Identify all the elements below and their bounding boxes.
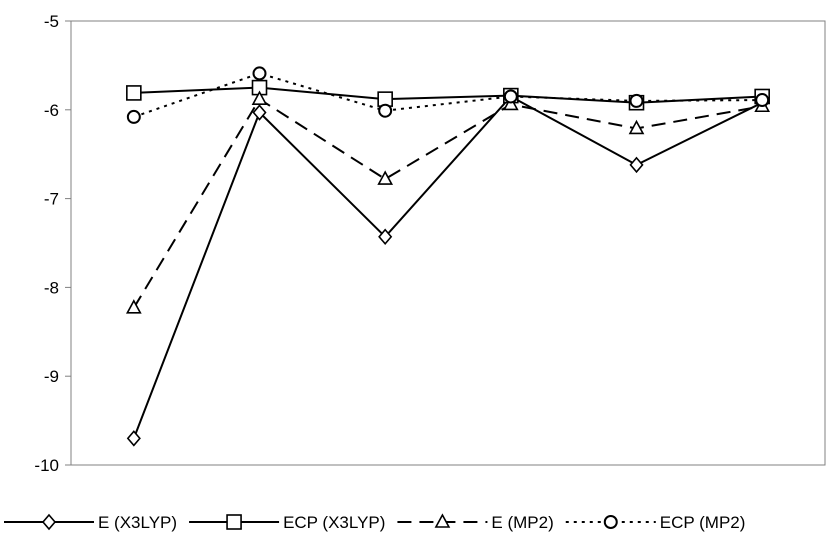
- series-line: [133, 86, 763, 104]
- series-circle: [126, 66, 770, 124]
- y-tick-label: -5: [44, 12, 59, 31]
- y-tick-label: -9: [44, 367, 59, 386]
- legend-marker-diamond-icon: [41, 513, 57, 531]
- data-point-diamond: [629, 156, 644, 174]
- legend-label: ECP (X3LYP): [283, 513, 385, 532]
- data-point-circle: [503, 89, 518, 104]
- series-layer: [125, 66, 771, 447]
- plot-border: [70, 20, 826, 466]
- legend-marker-triangle-icon: [434, 513, 451, 528]
- legend-item-diamond: E (X3LYP): [4, 513, 177, 532]
- y-tick-label: -8: [44, 278, 59, 297]
- legend-item-triangle: E (MP2): [397, 513, 554, 532]
- data-point-diamond: [252, 104, 267, 121]
- legend-marker-square-icon: [226, 514, 242, 530]
- y-tick-label: -7: [44, 190, 59, 209]
- data-point-circle: [252, 66, 267, 81]
- legend-item-square: ECP (X3LYP): [189, 513, 385, 532]
- data-point-circle: [378, 103, 393, 118]
- legend-item-circle: ECP (MP2): [565, 513, 746, 532]
- series-line: [133, 72, 763, 118]
- legend: E (X3LYP) ECP (X3LYP) E (MP2) ECP (MP2): [4, 513, 745, 532]
- series-square: [126, 79, 770, 111]
- data-point-triangle: [125, 299, 142, 314]
- legend-marker-circle-icon: [603, 515, 618, 529]
- data-point-circle: [629, 93, 644, 108]
- data-point-circle: [755, 93, 770, 108]
- data-point-triangle: [628, 119, 645, 135]
- series-line: [132, 95, 763, 439]
- legend-label: E (X3LYP): [98, 513, 177, 532]
- series-line: [132, 97, 763, 309]
- data-point-circle: [126, 109, 141, 124]
- data-point-diamond: [378, 228, 393, 246]
- y-tick-label: -10: [34, 456, 59, 475]
- series-triangle: [125, 90, 771, 314]
- legend-label: E (MP2): [491, 513, 553, 532]
- data-point-triangle: [251, 90, 268, 105]
- data-point-triangle: [377, 170, 394, 185]
- legend-label: ECP (MP2): [660, 513, 746, 532]
- plot-area-frame: [70, 20, 826, 466]
- y-axis: -5 -6 -7 -8 -9 -10: [34, 12, 71, 475]
- series-diamond: [126, 88, 770, 447]
- data-point-diamond: [126, 430, 141, 447]
- y-tick-label: -6: [44, 101, 59, 120]
- data-point-square: [126, 85, 142, 101]
